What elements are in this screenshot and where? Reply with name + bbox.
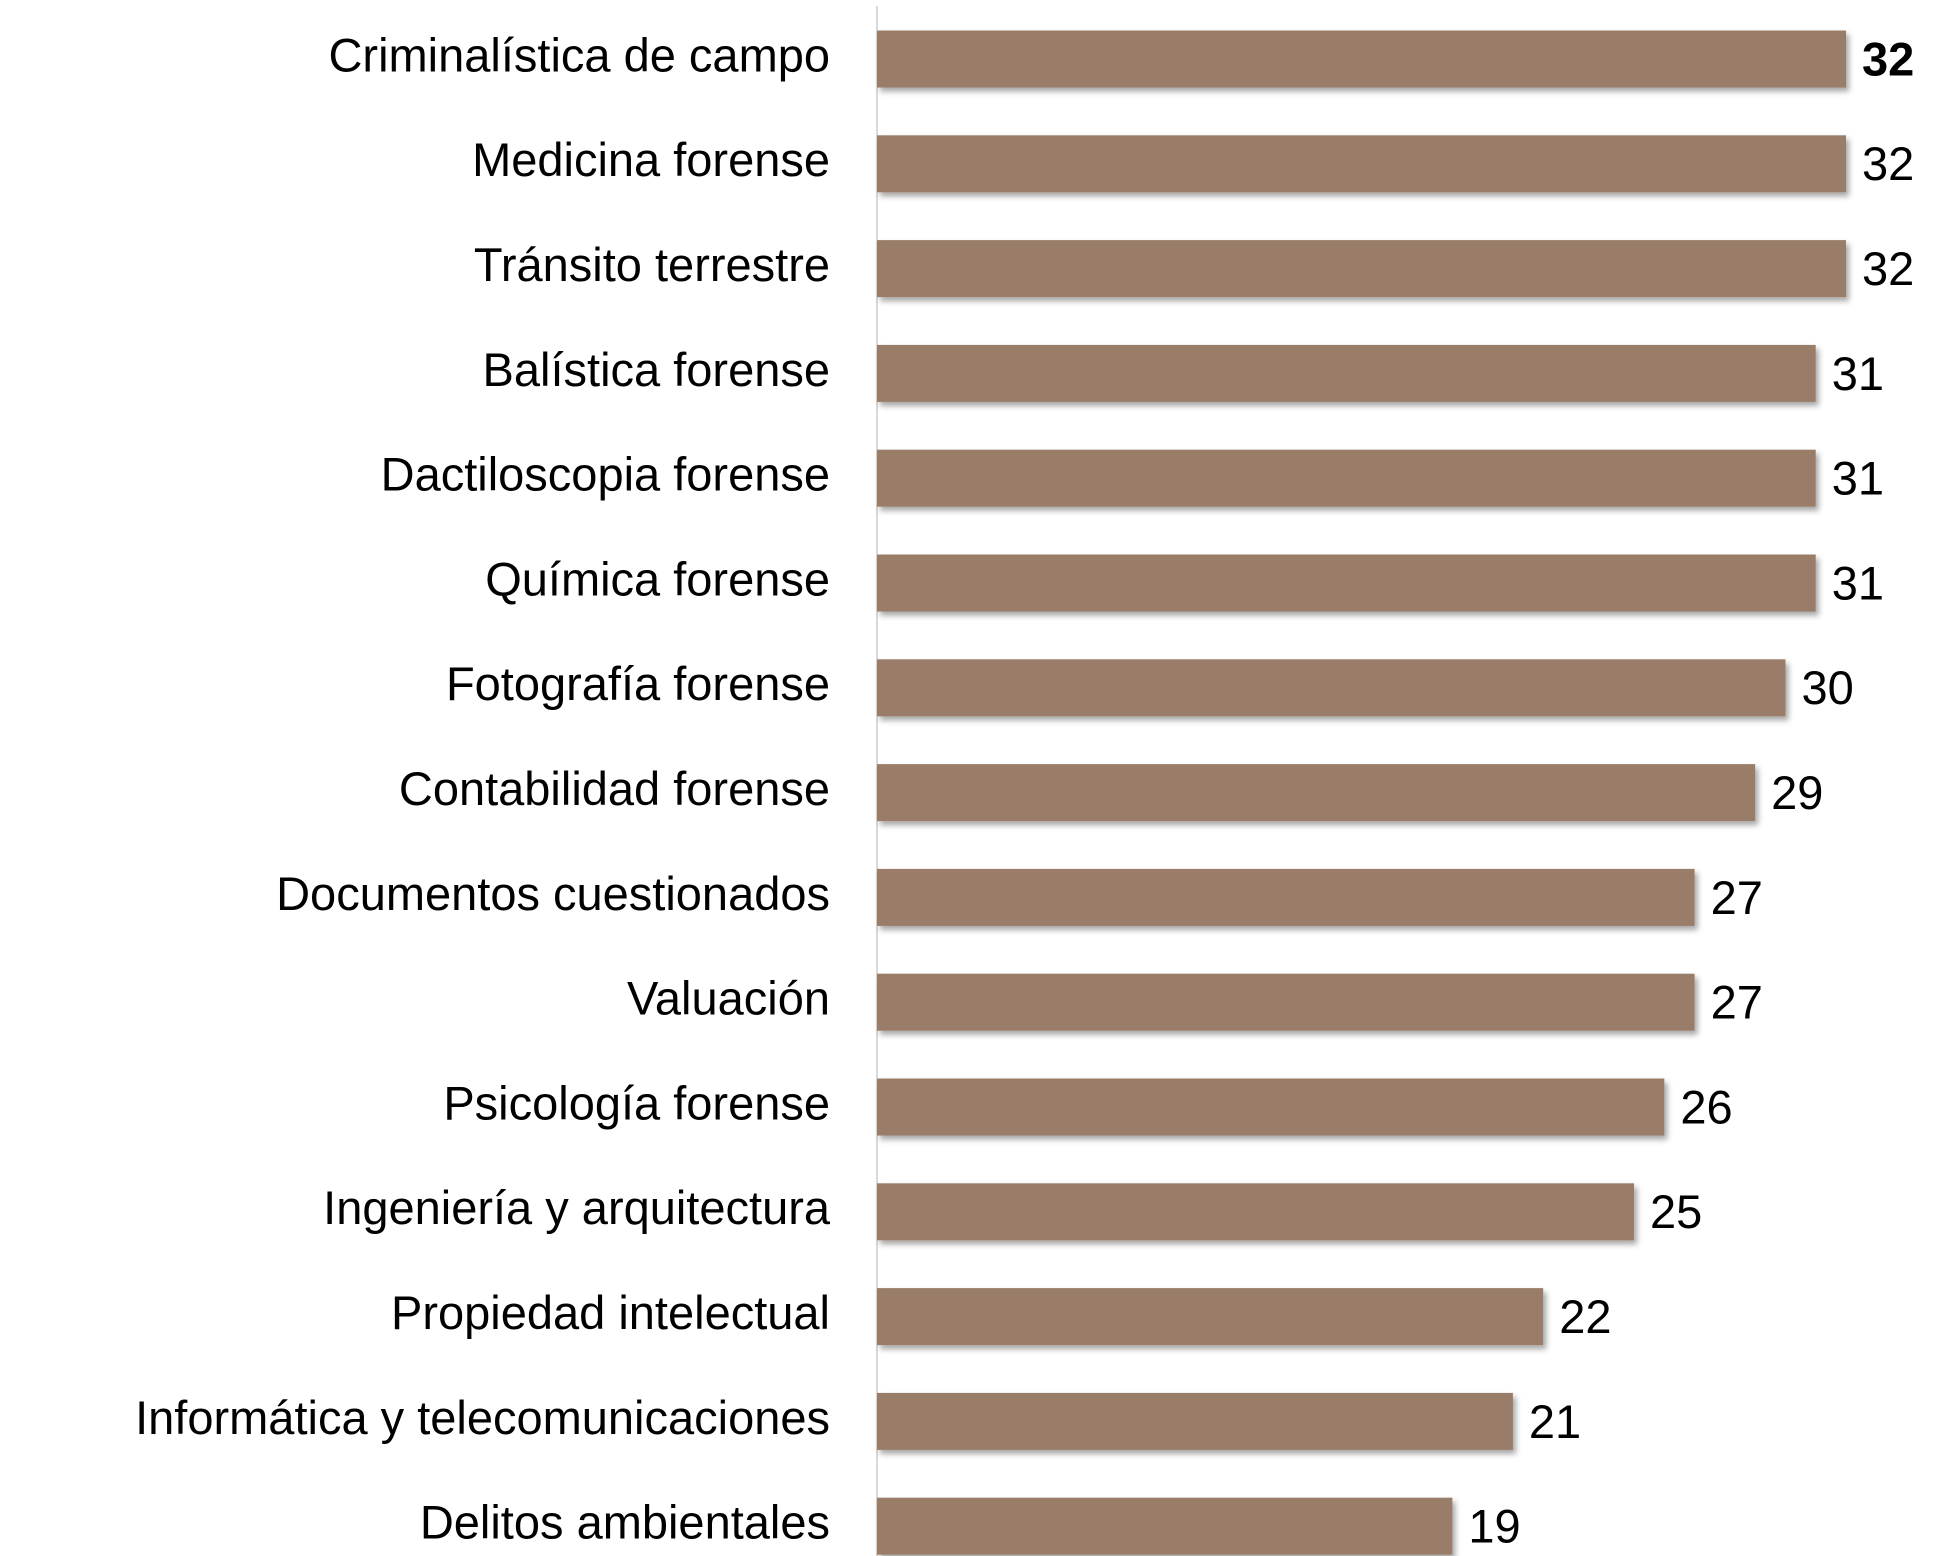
value-label: 27 — [1711, 871, 1763, 924]
value-label: 22 — [1559, 1290, 1611, 1343]
bar — [877, 1497, 1453, 1555]
category-label: Tránsito terrestre — [474, 238, 830, 291]
value-label: 32 — [1862, 137, 1914, 190]
value-label: 32 — [1862, 242, 1914, 295]
category-label: Dactiloscopia forense — [381, 448, 830, 501]
value-label: 29 — [1771, 766, 1823, 819]
bar — [877, 554, 1816, 612]
bar — [877, 1392, 1513, 1450]
value-label: 26 — [1680, 1080, 1732, 1133]
bar — [877, 1288, 1544, 1346]
category-label: Contabilidad forense — [399, 762, 830, 815]
bar — [877, 973, 1695, 1031]
category-label: Medicina forense — [472, 133, 830, 186]
category-label: Propiedad intelectual — [391, 1286, 830, 1339]
category-label: Fotografía forense — [446, 657, 830, 710]
category-label: Balística forense — [483, 343, 830, 396]
bar — [877, 135, 1846, 193]
bar — [877, 344, 1816, 402]
bar — [877, 868, 1695, 926]
category-label: Delitos ambientales — [420, 1496, 830, 1549]
value-label: 19 — [1468, 1500, 1520, 1553]
value-label: 27 — [1711, 976, 1763, 1029]
category-label: Documentos cuestionados — [276, 867, 830, 920]
bar — [877, 30, 1846, 88]
bar — [877, 449, 1816, 507]
category-label: Informática y telecomunicaciones — [135, 1391, 830, 1444]
bar — [877, 1183, 1635, 1241]
bar — [877, 764, 1756, 822]
category-label: Psicología forense — [443, 1076, 830, 1129]
category-label: Valuación — [627, 972, 830, 1025]
value-label: 32 — [1862, 32, 1914, 85]
value-label: 25 — [1650, 1185, 1702, 1238]
value-label: 30 — [1801, 661, 1853, 714]
value-label: 31 — [1832, 347, 1884, 400]
category-label: Química forense — [485, 552, 830, 605]
category-label: Ingeniería y arquitectura — [323, 1181, 831, 1234]
category-label: Criminalística de campo — [328, 28, 830, 81]
value-label: 31 — [1832, 556, 1884, 609]
bar — [877, 240, 1846, 298]
bar — [877, 659, 1786, 717]
value-label: 21 — [1529, 1395, 1581, 1448]
bar — [877, 1078, 1665, 1136]
value-label: 31 — [1832, 452, 1884, 505]
